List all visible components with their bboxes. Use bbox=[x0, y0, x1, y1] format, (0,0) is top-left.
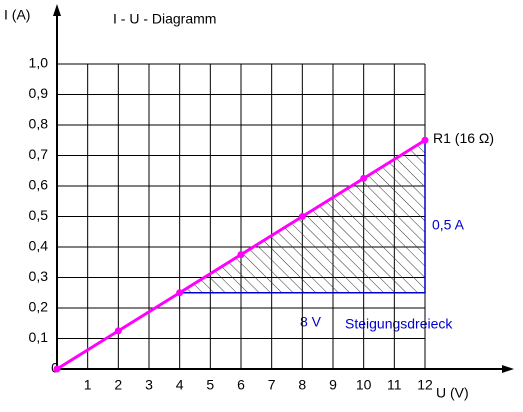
triangle-label: Steigungsdreieck bbox=[345, 316, 453, 332]
data-point bbox=[360, 174, 368, 182]
x-tick-label: 8 bbox=[298, 377, 306, 393]
x-tick-label: 11 bbox=[387, 377, 402, 393]
data-point bbox=[53, 365, 61, 373]
y-axis-arrow bbox=[53, 4, 61, 16]
y-tick-label: 0,9 bbox=[29, 85, 49, 101]
x-tick-label: 7 bbox=[268, 377, 276, 393]
x-tick-label: 9 bbox=[329, 377, 337, 393]
y-tick-label: 0,3 bbox=[29, 268, 49, 284]
x-tick-label: 6 bbox=[237, 377, 245, 393]
x-tick-label: 10 bbox=[356, 377, 372, 393]
x-tick-label: 4 bbox=[176, 377, 184, 393]
x-tick-label: 12 bbox=[417, 377, 433, 393]
series-label: R1 (16 Ω) bbox=[433, 130, 494, 146]
data-point bbox=[421, 136, 429, 144]
x-tick-label: 1 bbox=[84, 377, 92, 393]
y-tick-label: 1,0 bbox=[29, 55, 49, 71]
x-tick-label: 3 bbox=[145, 377, 153, 393]
y-tick-label: 0,4 bbox=[29, 238, 49, 254]
y-axis-label: I (A) bbox=[4, 7, 30, 23]
data-point bbox=[176, 289, 184, 297]
y-tick-label: 0,2 bbox=[29, 299, 49, 315]
x-axis-arrow bbox=[502, 365, 514, 373]
y-tick-label: 0,7 bbox=[29, 146, 49, 162]
y-tick-label: 0,8 bbox=[29, 116, 49, 132]
chart-title: I - U - Diagramm bbox=[113, 11, 216, 27]
slope-triangle-edge bbox=[179, 140, 426, 294]
x-tick-label: 2 bbox=[114, 377, 122, 393]
x-axis-label: U (V) bbox=[436, 385, 469, 401]
y-tick-label: 0,5 bbox=[29, 207, 49, 223]
y-tick-label: 0,6 bbox=[29, 177, 49, 193]
run-label: 8 V bbox=[300, 314, 322, 330]
rise-label: 0,5 A bbox=[432, 217, 465, 233]
data-point bbox=[114, 327, 122, 335]
data-point bbox=[237, 251, 245, 259]
x-tick-label: 5 bbox=[206, 377, 214, 393]
y-tick-label: 0,1 bbox=[29, 329, 49, 345]
data-point bbox=[298, 213, 306, 220]
